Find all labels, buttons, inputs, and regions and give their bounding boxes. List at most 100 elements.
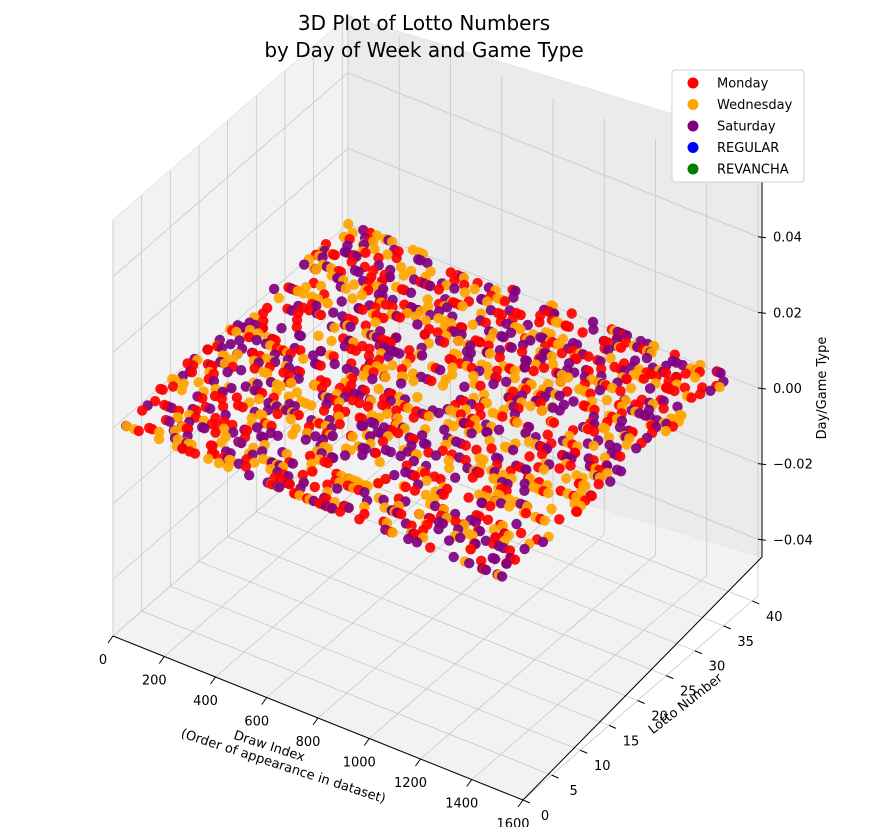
point-saturday [258,432,269,443]
point-saturday [433,524,444,535]
point-wednesday [539,515,550,526]
point-saturday [601,460,613,471]
point-saturday [470,517,481,528]
x-tick-label: 400 [193,694,218,709]
point-wednesday [322,298,334,309]
point-wednesday [554,339,565,351]
point-monday [284,479,295,490]
point-monday [400,481,411,493]
point-saturday [466,428,477,439]
point-wednesday [437,380,449,391]
point-saturday [240,381,251,392]
point-saturday [272,430,283,441]
y-tick-label: 5 [570,784,578,799]
y-tick-label: 40 [766,610,783,625]
x-tick-mark [158,656,165,664]
point-saturday [498,332,509,343]
point-monday [334,419,345,430]
point-wednesday [458,272,470,283]
point-monday [467,472,478,483]
z-gridline-back [347,72,759,238]
point-wednesday [408,375,419,387]
point-monday [391,405,402,416]
y-gridline-floor [141,610,552,776]
point-monday [577,327,588,338]
point-wednesday [368,236,379,247]
point-monday [354,514,365,525]
point-monday [370,448,382,459]
point-wednesday [348,279,360,290]
point-monday [538,362,550,373]
z-gridline-back [347,147,759,313]
point-monday [485,501,496,512]
y-tick-label: 25 [680,685,697,700]
point-monday [432,327,443,338]
x-tick-mark [517,799,524,808]
point-monday [563,321,574,332]
point-monday [465,544,476,555]
point-saturday [315,346,327,357]
y-tick-mark [551,774,559,779]
point-saturday [234,335,245,346]
point-saturday [425,280,436,292]
point-saturday [520,427,531,439]
point-wednesday [286,377,297,389]
point-saturday [343,502,354,513]
point-monday [433,284,445,295]
point-saturday [644,383,656,394]
point-saturday [631,443,642,454]
point-saturday [595,356,606,367]
point-monday [315,309,327,321]
point-monday [534,317,545,328]
point-monday [588,426,600,437]
point-monday [680,368,691,379]
point-monday [216,393,227,404]
legend-label-wednesday: Wednesday [717,98,793,113]
y-tick-mark [522,799,531,804]
point-saturday [705,385,716,396]
x-gridline-floor [420,554,656,760]
point-wednesday [525,400,536,412]
point-monday [446,354,458,366]
point-wednesday [538,464,550,475]
point-wednesday [387,527,398,538]
point-wednesday [543,487,554,499]
point-wednesday [374,456,385,468]
x-tick-label: 0 [99,653,107,668]
point-wednesday [193,377,204,388]
point-saturday [422,257,433,269]
y-gridline-floor [170,585,581,751]
point-monday [556,348,568,359]
point-saturday [521,464,532,475]
x-gridline-floor [368,534,605,739]
point-saturday [329,358,340,370]
point-saturday [441,302,453,313]
point-saturday [384,271,396,283]
point-monday [615,342,627,353]
point-wednesday [315,280,327,292]
point-wednesday [359,501,370,512]
point-wednesday [601,395,613,406]
point-saturday [367,373,378,385]
point-wednesday [407,368,419,379]
point-wednesday [216,437,227,448]
point-wednesday [482,296,493,307]
point-saturday [328,307,339,318]
point-monday [548,417,560,428]
legend-marker-monday [687,77,699,89]
point-wednesday [227,354,238,365]
point-saturday [450,472,461,483]
point-wednesday [382,249,393,260]
point-monday [516,346,528,357]
point-monday [309,481,320,493]
point-saturday [658,395,669,407]
point-saturday [365,431,376,442]
point-saturday [615,466,627,477]
point-saturday [336,296,347,307]
point-saturday [412,319,423,330]
point-saturday [511,518,522,530]
point-monday [391,252,402,264]
point-wednesday [358,370,369,381]
x-tick-label: 800 [296,735,321,750]
point-saturday [268,283,280,295]
